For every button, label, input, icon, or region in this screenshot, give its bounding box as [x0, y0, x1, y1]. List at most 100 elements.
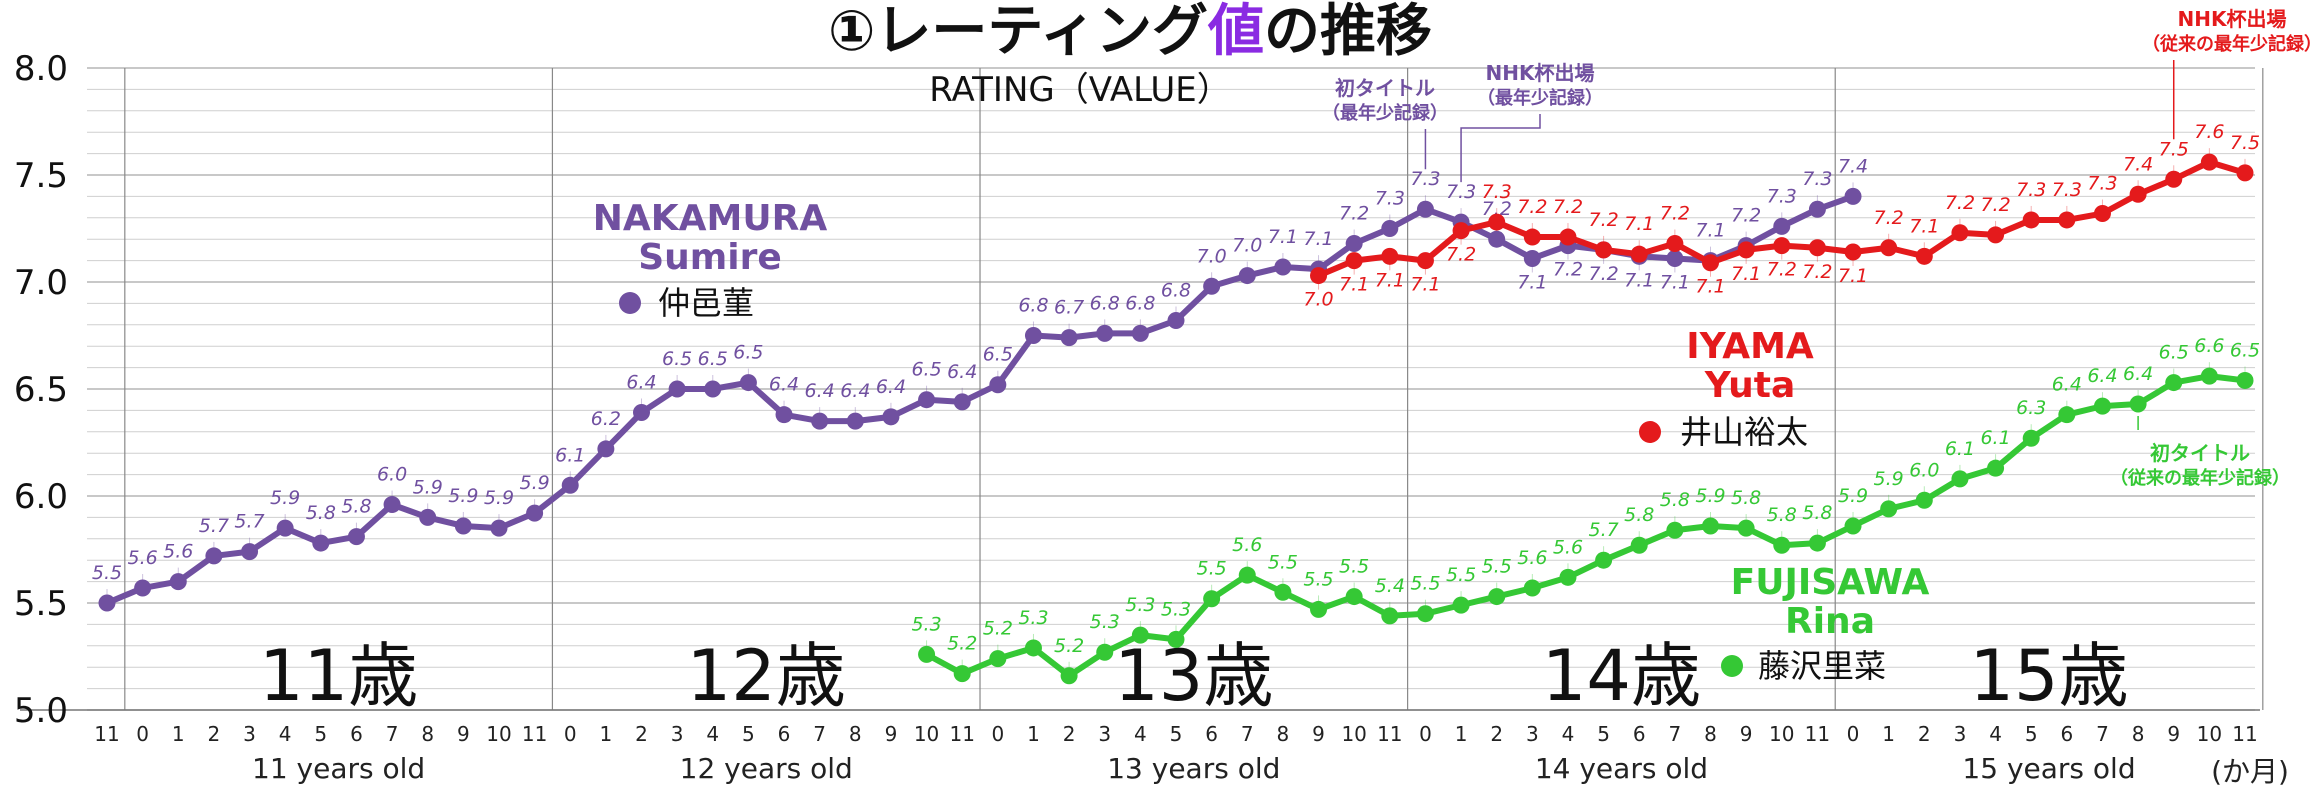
data-point — [276, 519, 294, 537]
data-label: 6.5 — [733, 342, 763, 364]
data-point — [1808, 200, 1826, 218]
y-tick-label: 6.0 — [14, 477, 68, 517]
data-point — [1345, 252, 1363, 270]
x-tick-label: 11 — [2232, 722, 2257, 746]
data-label: 5.5 — [1303, 568, 1333, 590]
chart-title: ①レーティング値の推移 — [828, 0, 1432, 64]
data-label: 5.9 — [519, 472, 549, 494]
data-label: 5.9 — [270, 487, 300, 509]
x-tick-label: 4 — [1989, 722, 2002, 746]
data-point — [454, 517, 472, 535]
data-point — [1666, 234, 1684, 252]
data-label: 6.7 — [1054, 297, 1084, 319]
data-label: 6.1 — [1945, 438, 1975, 460]
annotation-line2: （従来の最年少記録） — [2142, 33, 2312, 55]
data-point — [1416, 200, 1434, 218]
data-label: 7.2 — [1446, 244, 1476, 266]
legend-iyama-kanji: 井山裕太 — [1680, 413, 1808, 451]
data-point — [526, 504, 544, 522]
annotation-line2: （最年少記録） — [1477, 87, 1603, 109]
data-point — [597, 440, 615, 458]
legend-nakamura-name2: Sumire — [638, 237, 782, 278]
data-label: 5.5 — [1339, 556, 1369, 578]
data-label: 7.3 — [1767, 185, 1797, 207]
data-point — [1808, 534, 1826, 552]
data-point — [811, 412, 829, 430]
data-point — [2236, 371, 2254, 389]
age-big-label: 12歳 — [687, 635, 846, 717]
x-tick-label: 4 — [1134, 722, 1147, 746]
x-tick-label: 10 — [486, 722, 511, 746]
x-tick-label: 6 — [778, 722, 791, 746]
data-label: 6.4 — [2052, 374, 2082, 396]
data-label: 7.2 — [1517, 196, 1547, 218]
data-point — [1915, 491, 1933, 509]
data-point — [1167, 630, 1185, 648]
data-label: 5.9 — [413, 476, 443, 498]
data-label: 6.4 — [626, 372, 656, 394]
data-label: 5.6 — [1232, 534, 1262, 556]
data-label: 7.3 — [1802, 168, 1832, 190]
x-axis: 11 0 1 2 3 4 5 6 7 8 9 10 11 0 1 2 3 4 5 6 7 8 9 10 11 0 1 2 3 4 5 6 7 8 9… — [94, 722, 2257, 746]
data-point — [1844, 517, 1862, 535]
data-label: 5.6 — [1553, 536, 1583, 558]
data-label: 7.1 — [1731, 263, 1761, 285]
data-label: 7.2 — [1767, 259, 1797, 281]
x-tick-label: 8 — [2132, 722, 2145, 746]
x-tick-label: 2 — [635, 722, 648, 746]
data-label: 7.3 — [2016, 179, 2046, 201]
data-point — [1915, 247, 1933, 265]
age-big-label: 15歳 — [1969, 635, 2128, 717]
y-tick-label: 8.0 — [14, 49, 68, 89]
data-label: 5.5 — [1197, 558, 1227, 580]
data-label: 6.6 — [2194, 335, 2224, 357]
x-tick-label: 5 — [314, 722, 327, 746]
data-label: 5.7 — [199, 515, 229, 537]
legend-nakamura: NAKAMURA Sumire 仲邑菫 — [593, 198, 828, 322]
data-label: 5.5 — [1268, 551, 1298, 573]
data-point — [1203, 277, 1221, 295]
data-label: 6.5 — [698, 348, 728, 370]
age-big-label: 14歳 — [1542, 635, 1701, 717]
x-tick-label: 9 — [457, 722, 470, 746]
data-point — [312, 534, 330, 552]
data-point — [1630, 245, 1648, 263]
x-tick-label: 6 — [2060, 722, 2073, 746]
age-small-label: 14 years old — [1535, 752, 1708, 785]
x-tick-label: 9 — [2167, 722, 2180, 746]
data-point — [1987, 459, 2005, 477]
data-point — [1737, 519, 1755, 537]
data-point — [1523, 249, 1541, 267]
data-label: 6.4 — [947, 361, 977, 383]
data-label: 7.2 — [1980, 194, 2010, 216]
data-point — [775, 406, 793, 424]
data-point — [1987, 226, 2005, 244]
age-big-label: 11歳 — [259, 635, 418, 717]
data-point — [1096, 643, 1114, 661]
data-label: 5.2 — [983, 618, 1013, 640]
data-point — [1060, 667, 1078, 685]
data-point — [1488, 213, 1506, 231]
data-label: 5.8 — [1624, 504, 1654, 526]
series-fujisawa: 5.35.25.2 5.35.25.35.3 5.35.55.65.55.55.55… — [911, 335, 2260, 685]
data-point — [1310, 267, 1328, 285]
x-tick-label: 0 — [991, 722, 1004, 746]
data-point — [1452, 222, 1470, 240]
age-small-label: 11 years old — [252, 752, 425, 785]
data-label: 6.5 — [983, 344, 1013, 366]
data-label: 6.2 — [591, 408, 621, 430]
annotation-fujisawa: 初タイトル（従来の最年少記録） — [2110, 415, 2290, 489]
data-label: 5.5 — [1446, 564, 1476, 586]
data-point — [704, 380, 722, 398]
data-point — [1844, 243, 1862, 261]
legend-nakamura-marker — [619, 292, 641, 314]
annotations: 初タイトル（最年少記録）NHK杯出場（最年少記録）NHK杯出場（従来の最年少記録… — [1322, 7, 2312, 489]
data-point — [419, 508, 437, 526]
data-label: 5.9 — [1838, 485, 1868, 507]
x-tick-label: 2 — [1918, 722, 1931, 746]
data-label: 6.3 — [2016, 397, 2046, 419]
x-tick-label: 4 — [1562, 722, 1575, 746]
data-label: 5.2 — [947, 633, 977, 655]
age-small-label: 13 years old — [1107, 752, 1280, 785]
